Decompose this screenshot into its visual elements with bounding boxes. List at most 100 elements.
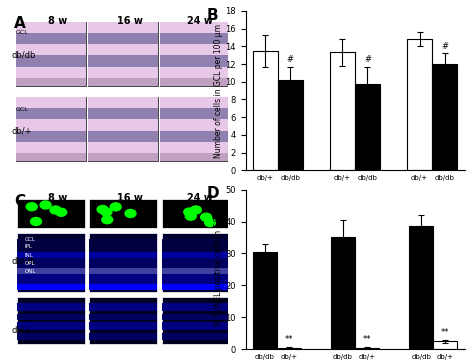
- Text: db/+: db/+: [12, 325, 32, 334]
- FancyBboxPatch shape: [89, 252, 157, 258]
- Text: GCL: GCL: [25, 238, 36, 243]
- Bar: [253, 252, 277, 349]
- Circle shape: [110, 203, 121, 211]
- FancyBboxPatch shape: [16, 22, 86, 86]
- FancyBboxPatch shape: [16, 142, 86, 153]
- FancyBboxPatch shape: [160, 97, 230, 108]
- FancyBboxPatch shape: [16, 33, 86, 44]
- Circle shape: [205, 219, 216, 226]
- FancyBboxPatch shape: [162, 284, 229, 290]
- FancyBboxPatch shape: [89, 303, 157, 311]
- Text: **: **: [284, 335, 293, 344]
- FancyBboxPatch shape: [160, 131, 230, 142]
- Text: OPL: OPL: [25, 261, 35, 266]
- FancyBboxPatch shape: [16, 22, 86, 33]
- Circle shape: [101, 208, 112, 216]
- FancyBboxPatch shape: [89, 314, 157, 320]
- Text: 16 w: 16 w: [117, 15, 143, 26]
- Text: GCL: GCL: [16, 30, 29, 35]
- FancyBboxPatch shape: [17, 252, 85, 258]
- FancyBboxPatch shape: [88, 131, 158, 142]
- Text: B: B: [206, 8, 218, 23]
- Text: **: **: [363, 335, 371, 344]
- Bar: [277, 348, 301, 349]
- FancyBboxPatch shape: [89, 297, 157, 345]
- FancyBboxPatch shape: [16, 108, 86, 120]
- FancyBboxPatch shape: [160, 78, 230, 86]
- Text: #: #: [364, 55, 371, 64]
- Y-axis label: Number of cells in GCL per 100 μm: Number of cells in GCL per 100 μm: [214, 24, 223, 158]
- Text: INL: INL: [25, 253, 34, 258]
- FancyBboxPatch shape: [17, 314, 85, 320]
- FancyBboxPatch shape: [89, 239, 157, 252]
- FancyBboxPatch shape: [88, 97, 158, 161]
- FancyBboxPatch shape: [89, 322, 157, 330]
- Text: db/+: db/+: [12, 126, 32, 135]
- Text: 16 w: 16 w: [117, 193, 143, 203]
- Bar: [432, 64, 457, 170]
- Text: IPL: IPL: [25, 244, 33, 249]
- Y-axis label: % TUNEL positive cells In GCL: % TUNEL positive cells In GCL: [214, 212, 223, 326]
- FancyBboxPatch shape: [17, 199, 85, 228]
- FancyBboxPatch shape: [17, 258, 85, 268]
- Bar: [278, 80, 303, 170]
- Circle shape: [185, 212, 196, 220]
- FancyBboxPatch shape: [17, 268, 85, 274]
- FancyBboxPatch shape: [16, 131, 86, 142]
- Circle shape: [26, 203, 37, 211]
- FancyBboxPatch shape: [88, 78, 158, 86]
- Text: 8 w: 8 w: [48, 193, 67, 203]
- Bar: [330, 53, 355, 170]
- FancyBboxPatch shape: [88, 153, 158, 161]
- FancyBboxPatch shape: [88, 67, 158, 78]
- FancyBboxPatch shape: [160, 108, 230, 120]
- FancyBboxPatch shape: [16, 97, 86, 161]
- Text: D: D: [206, 186, 219, 201]
- FancyBboxPatch shape: [89, 258, 157, 268]
- FancyBboxPatch shape: [162, 258, 229, 268]
- FancyBboxPatch shape: [88, 33, 158, 44]
- FancyBboxPatch shape: [162, 322, 229, 330]
- Text: 24 w: 24 w: [187, 193, 213, 203]
- FancyBboxPatch shape: [16, 44, 86, 55]
- FancyBboxPatch shape: [88, 44, 158, 55]
- Text: 16 w: 16 w: [344, 202, 366, 211]
- Circle shape: [125, 210, 136, 217]
- FancyBboxPatch shape: [16, 153, 86, 161]
- FancyBboxPatch shape: [88, 55, 158, 67]
- FancyBboxPatch shape: [88, 97, 158, 108]
- Text: ONL: ONL: [25, 269, 36, 274]
- Text: C: C: [14, 194, 25, 210]
- FancyBboxPatch shape: [160, 55, 230, 67]
- FancyBboxPatch shape: [16, 97, 86, 108]
- FancyBboxPatch shape: [89, 199, 157, 228]
- Text: 24 w: 24 w: [421, 202, 443, 211]
- Circle shape: [97, 206, 108, 213]
- FancyBboxPatch shape: [160, 44, 230, 55]
- Circle shape: [50, 206, 61, 214]
- Circle shape: [201, 213, 211, 221]
- FancyBboxPatch shape: [162, 303, 229, 311]
- FancyBboxPatch shape: [160, 33, 230, 44]
- FancyBboxPatch shape: [16, 120, 86, 131]
- FancyBboxPatch shape: [162, 297, 229, 345]
- Circle shape: [184, 208, 195, 216]
- FancyBboxPatch shape: [17, 274, 85, 284]
- FancyBboxPatch shape: [89, 333, 157, 339]
- Text: 8 w: 8 w: [48, 15, 67, 26]
- Bar: [355, 84, 380, 170]
- FancyBboxPatch shape: [88, 142, 158, 153]
- Bar: [407, 39, 432, 170]
- Circle shape: [191, 206, 201, 214]
- FancyBboxPatch shape: [160, 97, 230, 161]
- FancyBboxPatch shape: [160, 22, 230, 86]
- FancyBboxPatch shape: [88, 22, 158, 33]
- FancyBboxPatch shape: [162, 333, 229, 339]
- FancyBboxPatch shape: [160, 153, 230, 161]
- FancyBboxPatch shape: [162, 252, 229, 258]
- Bar: [331, 238, 355, 349]
- FancyBboxPatch shape: [89, 268, 157, 274]
- Text: db/db: db/db: [12, 257, 36, 266]
- FancyBboxPatch shape: [17, 233, 85, 292]
- FancyBboxPatch shape: [89, 274, 157, 284]
